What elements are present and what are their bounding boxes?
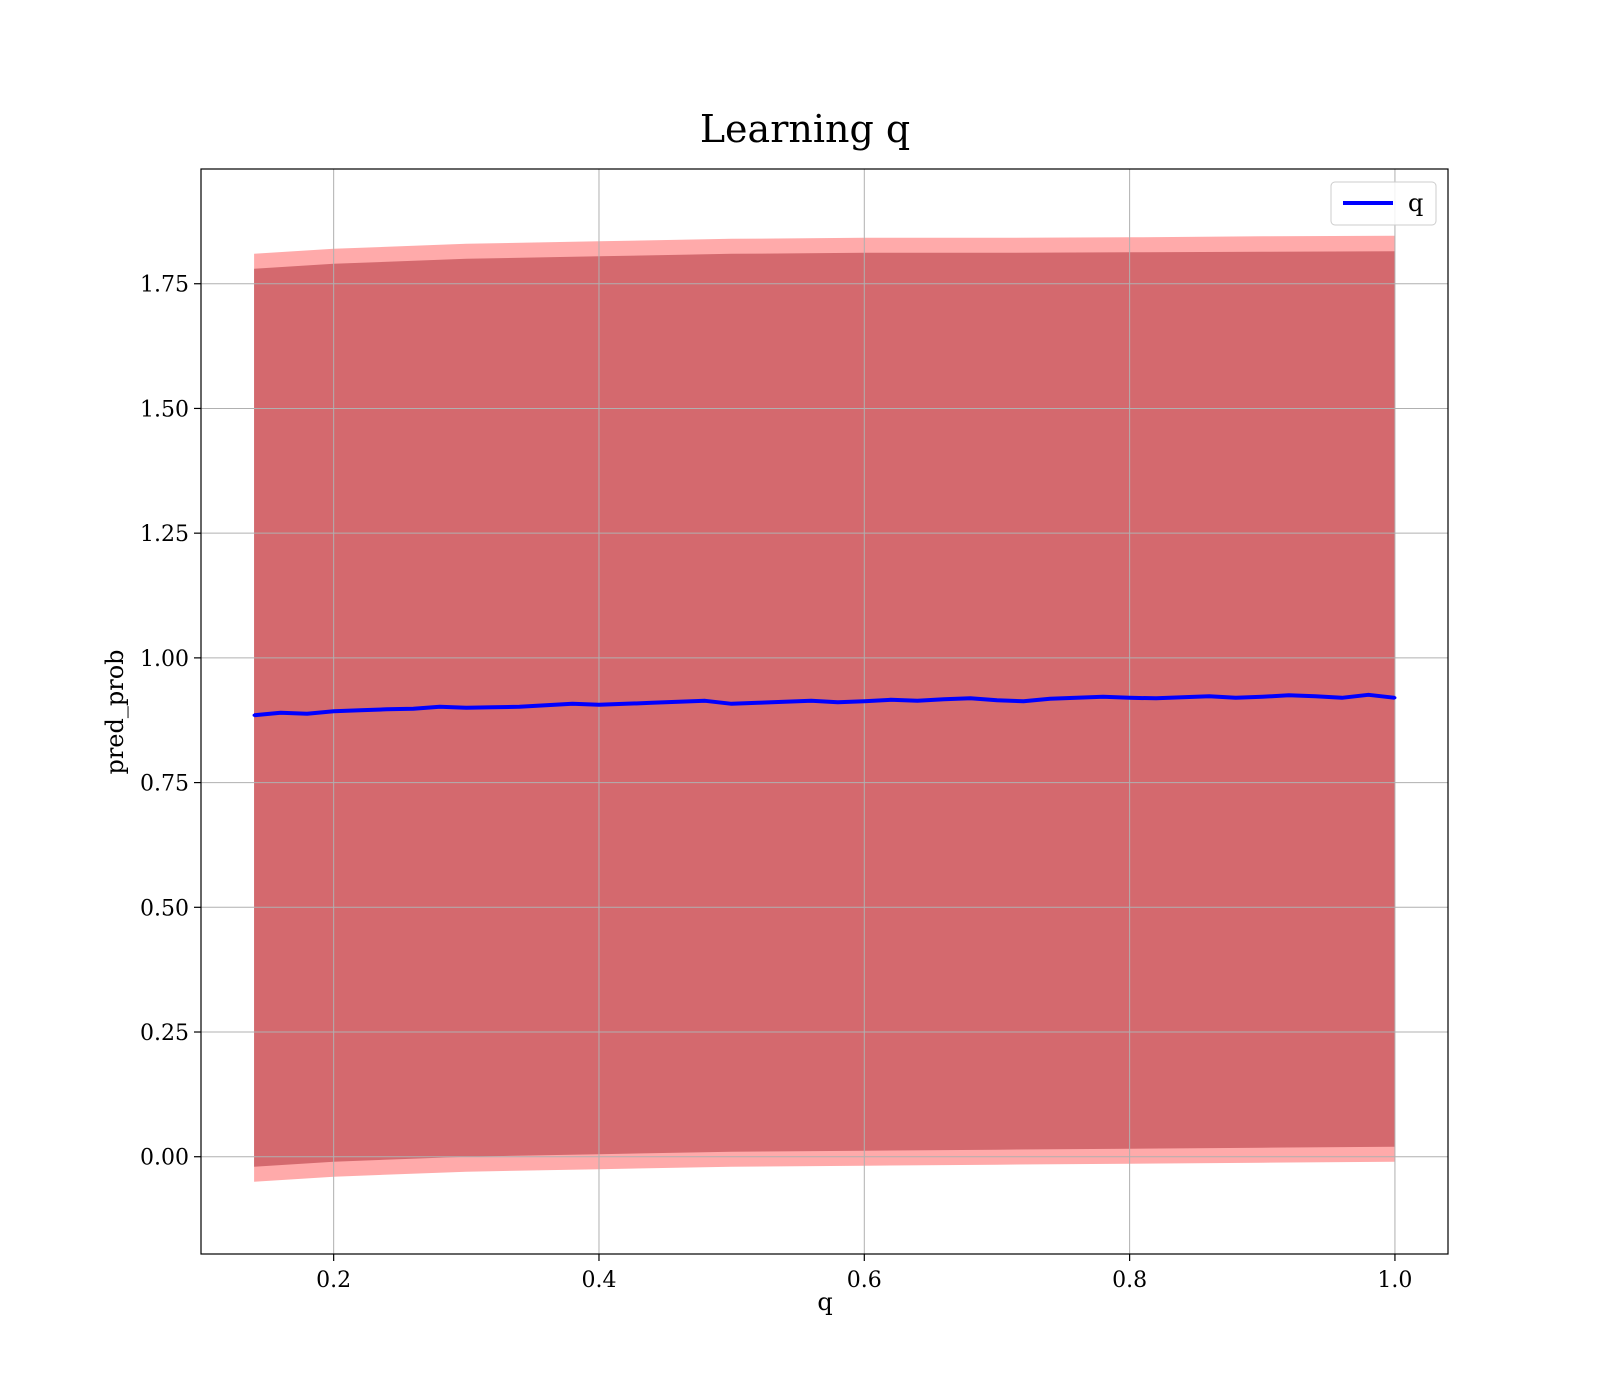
series-0-point-29 — [1021, 699, 1025, 703]
series-0-point-33 — [1128, 696, 1132, 700]
y-tick-label-2: 0.50 — [140, 896, 189, 921]
series-0-point-17 — [703, 699, 707, 703]
series-0-point-11 — [544, 703, 548, 707]
series-lines — [252, 692, 1397, 718]
series-0-point-22 — [836, 700, 840, 704]
series-0-point-5 — [385, 707, 389, 711]
x-tick-label-2: 0.6 — [847, 1268, 882, 1293]
x-tick-label-4: 1.0 — [1377, 1268, 1412, 1293]
chart-title: Learning q — [700, 107, 910, 151]
y-tick-label-6: 1.50 — [140, 397, 189, 422]
plot-frame — [200, 168, 1449, 1255]
series-0-point-31 — [1075, 696, 1079, 700]
y-tick-label-1: 0.25 — [140, 1021, 189, 1046]
grid — [201, 169, 1448, 1254]
y-tick-label-4: 1.00 — [140, 647, 189, 672]
y-tick-label-7: 1.75 — [140, 273, 189, 298]
series-0-point-36 — [1207, 694, 1211, 698]
series-0-point-21 — [809, 699, 813, 703]
series-0-point-18 — [730, 702, 734, 706]
series-0-point-39 — [1287, 693, 1291, 697]
series-0-point-16 — [677, 700, 681, 704]
legend: q — [1330, 181, 1437, 226]
series-0-point-43 — [1393, 696, 1397, 700]
x-tick-label-0: 0.2 — [316, 1268, 351, 1293]
x-axis-ticks: 0.2 0.4 0.6 0.8 1.0 — [316, 1254, 1412, 1293]
series-0-point-24 — [889, 698, 893, 702]
series-0-point-27 — [968, 696, 972, 700]
series-0-point-2 — [305, 712, 309, 716]
series-0-point-7 — [438, 705, 442, 709]
series-0-point-14 — [624, 702, 628, 706]
series-0-point-0 — [252, 713, 256, 717]
series-0-point-1 — [279, 711, 283, 715]
series-0-point-32 — [1101, 695, 1105, 699]
series-0-point-9 — [491, 705, 495, 709]
x-tick-label-1: 0.4 — [581, 1268, 616, 1293]
series-0-point-28 — [995, 698, 999, 702]
y-axis-label: pred_prob — [101, 649, 129, 774]
series-0-point-34 — [1154, 696, 1158, 700]
series-0-point-41 — [1340, 696, 1344, 700]
series-0-point-37 — [1234, 696, 1238, 700]
x-tick-label-3: 0.8 — [1112, 1268, 1147, 1293]
legend-label-q: q — [1408, 189, 1423, 217]
series-0-point-19 — [756, 701, 760, 705]
series-0-point-42 — [1366, 693, 1370, 697]
series-0-point-25 — [915, 699, 919, 703]
y-tick-label-0: 0.00 — [140, 1146, 189, 1171]
series-0-point-40 — [1313, 694, 1317, 698]
series-0-point-26 — [942, 697, 946, 701]
series-line-0 — [253, 692, 1396, 718]
series-0-point-13 — [597, 703, 601, 707]
series-0-point-4 — [358, 708, 362, 712]
series-0-point-6 — [411, 707, 415, 711]
series-0-point-30 — [1048, 697, 1052, 701]
series-0-point-23 — [862, 699, 866, 703]
series-0-point-35 — [1181, 695, 1185, 699]
series-0-point-8 — [464, 706, 468, 710]
band-1 — [254, 235, 1395, 1182]
series-0-point-15 — [650, 701, 654, 705]
series-0-point-20 — [783, 700, 787, 704]
series-0-point-3 — [332, 709, 336, 713]
plot-area — [200, 168, 1449, 1255]
y-tick-label-5: 1.25 — [140, 522, 189, 547]
series-0-point-12 — [570, 702, 574, 706]
series-0-point-10 — [517, 705, 521, 709]
confidence-bands — [254, 235, 1395, 1182]
series-0-point-38 — [1260, 695, 1264, 699]
y-axis-ticks: 0.00 0.25 0.50 0.75 1.00 1.25 1.50 1.75 — [140, 273, 201, 1171]
x-axis-label: q — [817, 1288, 832, 1316]
y-tick-label-3: 0.75 — [140, 772, 189, 797]
